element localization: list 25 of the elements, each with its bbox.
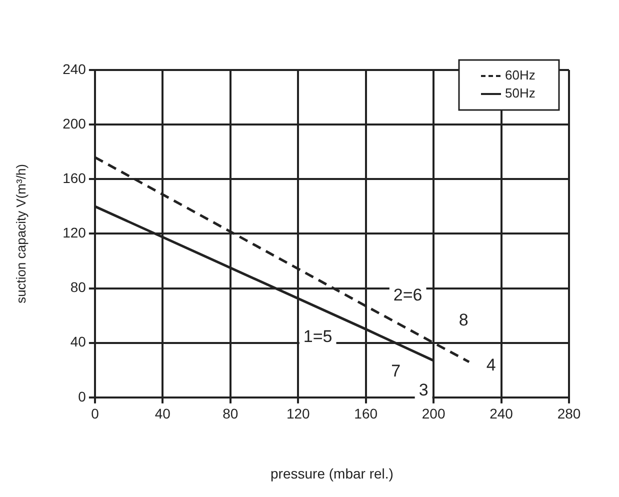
- x-tick-label: 0: [91, 406, 100, 422]
- annotation: 8: [458, 310, 468, 330]
- y-axis-title: suction capacity V(m³/h): [13, 164, 28, 304]
- y-tick-label: 240: [62, 60, 86, 77]
- annotation: 3: [418, 380, 428, 400]
- x-axis-title: pressure (mbar rel.): [270, 465, 394, 482]
- legend-label: 50Hz: [505, 86, 536, 101]
- y-tick-label: 120: [62, 224, 86, 241]
- y-tick-label: 0: [78, 388, 86, 404]
- y-tick-label: 160: [62, 170, 86, 186]
- annotation: 7: [391, 361, 401, 380]
- x-tick-label: 200: [422, 406, 446, 422]
- x-tick-label: 120: [286, 406, 310, 422]
- x-tick-label: 160: [354, 406, 378, 422]
- x-tick-label: 280: [557, 406, 581, 422]
- x-tick-label: 80: [222, 406, 238, 422]
- x-tick-label: 40: [154, 406, 171, 422]
- y-tick-label: 40: [70, 334, 86, 350]
- y-tick-label: 200: [62, 115, 86, 132]
- y-tick-label: 80: [70, 279, 86, 296]
- annotation: 1=5: [303, 326, 332, 346]
- annotation: 2=6: [393, 286, 422, 305]
- annotation: 4: [486, 356, 496, 375]
- x-tick-label: 240: [490, 406, 514, 422]
- legend-label: 60Hz: [505, 68, 536, 83]
